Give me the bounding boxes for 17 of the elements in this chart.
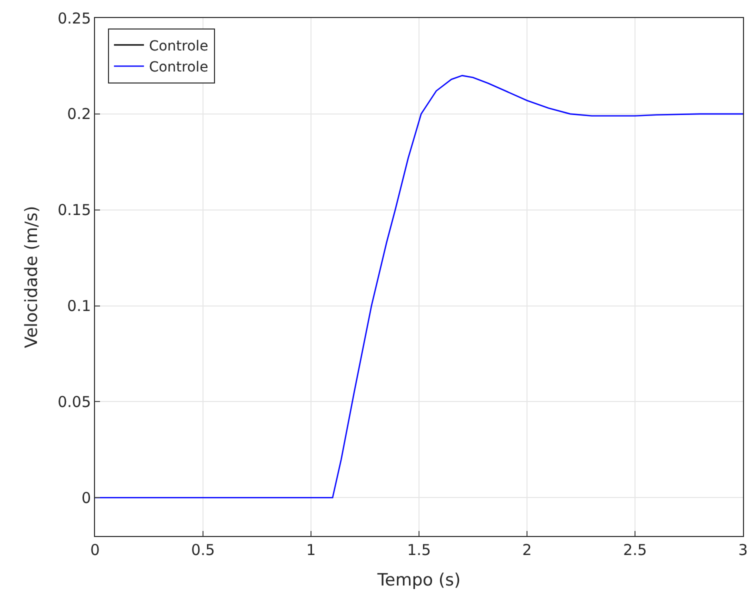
x-tick-label: 1 xyxy=(306,541,316,559)
y-tick-label: 0.15 xyxy=(58,201,91,220)
legend-label: Controle xyxy=(148,60,208,76)
x-tick-label: 2 xyxy=(522,541,532,559)
y-tick-label: 0.2 xyxy=(67,105,91,124)
y-tick-label: 0.25 xyxy=(58,9,91,28)
y-tick-label: 0 xyxy=(81,488,91,507)
y-tick-label: 0.05 xyxy=(58,392,91,411)
y-tick-label: 0.1 xyxy=(67,297,91,316)
legend-label: Controle xyxy=(148,38,208,54)
x-tick-label: 3 xyxy=(738,541,748,559)
x-tick-label: 2.5 xyxy=(623,541,647,559)
line-series xyxy=(95,74,743,498)
y-axis-title: Velocidade (m/s) xyxy=(22,206,42,348)
x-tick-label: 1.5 xyxy=(407,541,431,559)
x-tick-label: 0.5 xyxy=(191,541,215,559)
x-axis-title: Tempo (s) xyxy=(376,570,461,590)
